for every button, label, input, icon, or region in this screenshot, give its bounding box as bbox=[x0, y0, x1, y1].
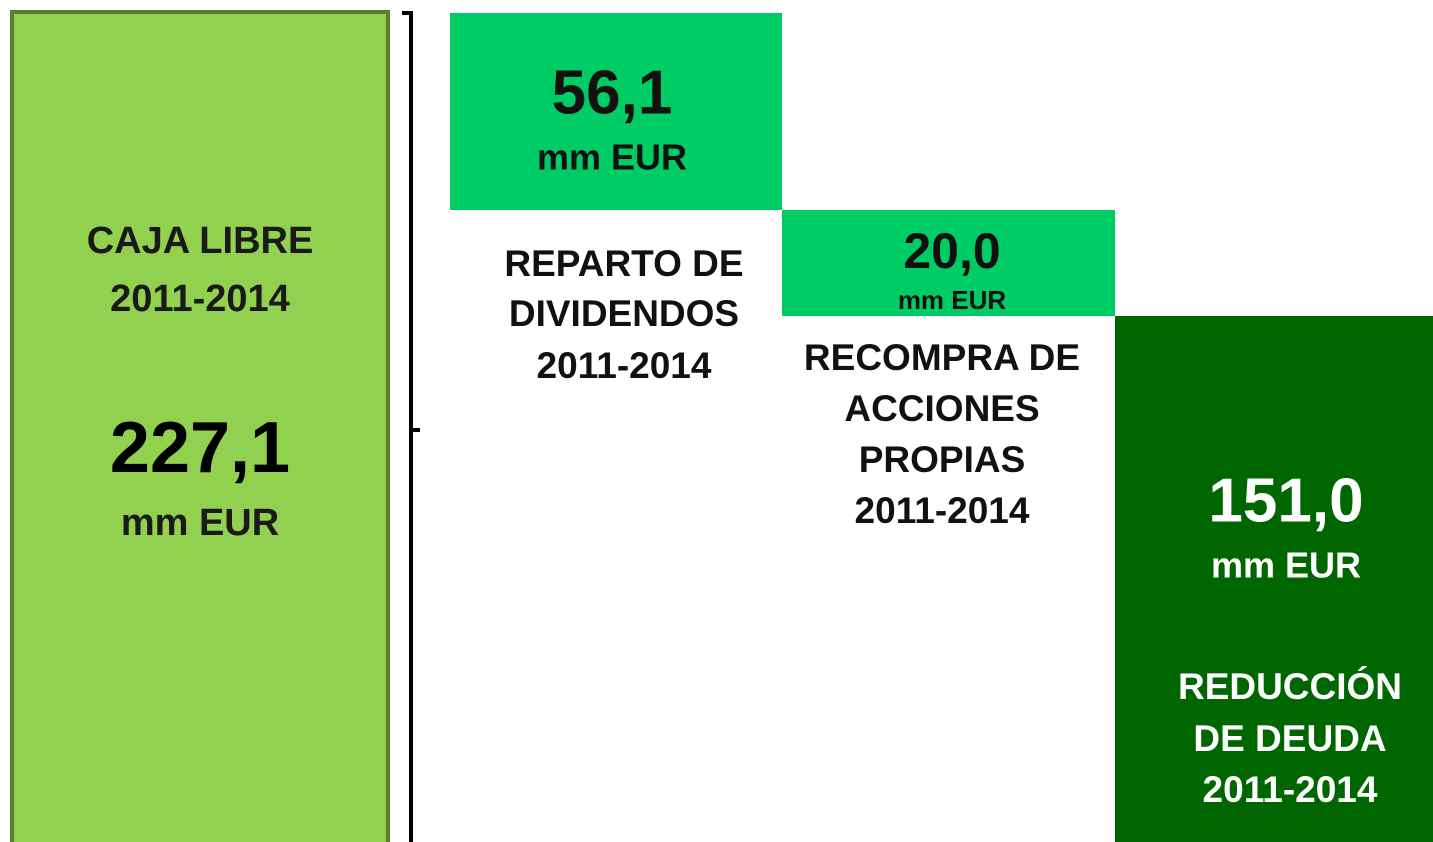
debt-box bbox=[1115, 316, 1433, 842]
buyback-label: RECOMPRA DE bbox=[804, 337, 1080, 378]
buyback-box bbox=[782, 210, 1115, 316]
buyback-label: PROPIAS bbox=[859, 439, 1026, 480]
total-value: 227,1 bbox=[110, 408, 290, 488]
debt-label: DE DEUDA bbox=[1193, 718, 1386, 759]
debt-unit: mm EUR bbox=[1211, 545, 1361, 586]
total-box bbox=[10, 10, 390, 842]
dividends-box bbox=[450, 13, 782, 210]
total-label: CAJA LIBRE bbox=[87, 220, 314, 262]
buyback-unit: mm EUR bbox=[898, 285, 1007, 315]
buyback-label: 2011-2014 bbox=[855, 490, 1030, 531]
dividends-label: DIVIDENDOS bbox=[509, 293, 739, 334]
total-unit: mm EUR bbox=[121, 502, 279, 544]
debt-label: 2011-2014 bbox=[1203, 769, 1378, 810]
buyback-value: 20,0 bbox=[903, 223, 1000, 279]
bracket bbox=[402, 11, 420, 842]
debt-value: 151,0 bbox=[1208, 466, 1363, 535]
dividends-label: REPARTO DE bbox=[504, 243, 743, 284]
dividends-value: 56,1 bbox=[552, 58, 673, 127]
buyback-label: ACCIONES bbox=[844, 388, 1039, 429]
debt-label: REDUCCIÓN bbox=[1178, 665, 1402, 707]
dividends-label: 2011-2014 bbox=[537, 345, 712, 386]
dividends-unit: mm EUR bbox=[537, 137, 687, 178]
total-label: 2011-2014 bbox=[110, 278, 290, 320]
